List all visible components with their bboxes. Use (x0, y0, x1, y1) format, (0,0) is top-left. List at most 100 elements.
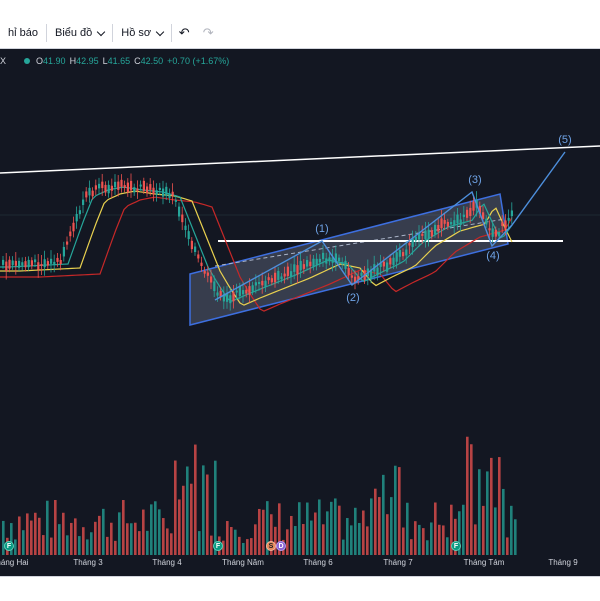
candle-body (360, 272, 363, 276)
time-axis-label: Tháng 4 (152, 558, 182, 567)
candle-body (88, 187, 91, 196)
candle-body (437, 224, 440, 232)
profile-dropdown[interactable]: Hồ sơ (113, 18, 171, 48)
volume-bar (294, 526, 297, 555)
open-key: O (36, 56, 44, 66)
event-f-icon[interactable]: F (4, 541, 14, 551)
candle-body (242, 290, 245, 295)
chart-toolbar: hỉ báo Biểu đồ Hồ sơ ↶ ↷ (0, 18, 600, 49)
candle-body (293, 264, 296, 272)
volume-bar (350, 525, 353, 555)
candle-body (440, 218, 443, 229)
candle-body (229, 295, 232, 304)
volume-bar (202, 465, 205, 555)
event-f-icon[interactable]: F (451, 541, 461, 551)
candle-body (187, 231, 190, 240)
time-axis-label: Tháng Năm (222, 558, 264, 567)
volume-bar (70, 522, 73, 555)
candle-body (245, 289, 248, 294)
elliott-wave-path (214, 151, 566, 301)
candle-body (219, 290, 222, 297)
candle-body (472, 201, 475, 211)
volume-bar (342, 539, 345, 555)
candle-body (402, 252, 405, 257)
volume-bar (514, 519, 517, 555)
event-f-icon[interactable]: F (213, 541, 223, 551)
volume-bar (386, 514, 389, 555)
volume-bar (318, 499, 321, 555)
volume-bar (306, 502, 309, 555)
candle-body (434, 224, 437, 235)
chart-pane[interactable]: (1) (2) (3) (4) (5) (0, 48, 600, 576)
candle-body (174, 199, 177, 202)
candle-body (75, 213, 78, 222)
high-key: H (69, 56, 77, 66)
time-axis-label: Tháng 6 (303, 558, 333, 567)
volume-bar (222, 540, 225, 555)
candle-body (104, 184, 107, 193)
volume-bar (62, 512, 65, 555)
volume-bar (142, 509, 145, 555)
volume-bar (214, 460, 217, 555)
candle-body (72, 222, 75, 232)
price-chart[interactable]: (1) (2) (3) (4) (5) (0, 48, 600, 576)
candle-body (421, 233, 424, 236)
volume-bar (302, 524, 305, 555)
volume-bar (242, 542, 245, 555)
candle-body (338, 257, 341, 262)
candle-body (37, 262, 40, 270)
volume-bar (358, 523, 361, 555)
volume-bar (10, 523, 13, 555)
volume-bar (254, 524, 257, 555)
volume-bar (298, 502, 301, 555)
volume-bar (134, 522, 137, 555)
volume-bar (450, 504, 453, 555)
volume-bar (190, 483, 193, 555)
candle-body (133, 187, 136, 193)
volume-bar (498, 457, 501, 555)
volume-bar (398, 467, 401, 555)
volume-bar (42, 535, 45, 555)
indicators-button[interactable]: hỉ báo (0, 18, 46, 48)
undo-button[interactable]: ↶ (172, 18, 196, 48)
event-d-icon[interactable]: D (276, 541, 286, 551)
candle-body (325, 258, 328, 264)
candle-body (123, 185, 126, 188)
candle-body (2, 259, 5, 265)
candle-body (501, 222, 504, 226)
volume-bar (82, 527, 85, 555)
candle-body (248, 286, 251, 295)
volume-bar (502, 488, 505, 555)
candle-body (142, 180, 145, 191)
candle-body (510, 210, 513, 217)
candle-body (94, 185, 97, 190)
candle-body (114, 181, 117, 188)
volume-bar (246, 539, 249, 555)
volume-bar (122, 500, 125, 555)
volume-bar (270, 514, 273, 555)
candle-body (504, 220, 507, 229)
volume-bar (58, 524, 61, 555)
volume-bar (110, 522, 113, 555)
low-value: 41.65 (107, 56, 131, 66)
close-value: 42.50 (140, 56, 164, 66)
candle-body (62, 246, 65, 257)
chart-type-dropdown[interactable]: Biểu đồ (47, 18, 112, 48)
candle-body (85, 191, 88, 198)
candle-body (427, 229, 430, 239)
candle-body (101, 181, 104, 189)
candle-body (194, 246, 197, 253)
event-s-icon[interactable]: S (266, 541, 276, 551)
candle-body (149, 184, 152, 190)
volume-bar (406, 502, 409, 555)
redo-button[interactable]: ↷ (196, 18, 220, 48)
volume-bar (510, 505, 513, 555)
candle-body (213, 281, 216, 292)
candle-body (469, 207, 472, 217)
candle-body (66, 241, 69, 245)
volume-bar (170, 533, 173, 555)
candle-body (302, 264, 305, 269)
candle-body (498, 232, 501, 236)
candle-body (485, 218, 488, 225)
symbol-label[interactable]: X (0, 56, 7, 66)
